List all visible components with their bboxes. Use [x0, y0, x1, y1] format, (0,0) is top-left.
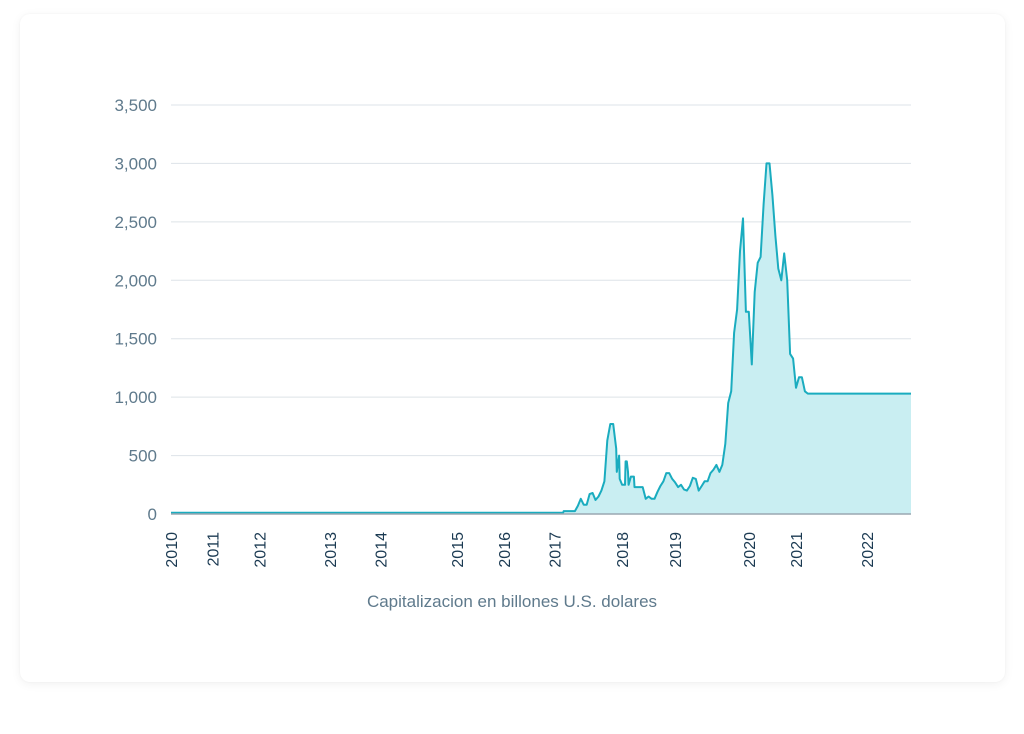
x-tick-label: 2017: [547, 532, 564, 568]
x-axis-title: Capitalizacion en billones U.S. dolares: [366, 592, 658, 611]
chart-card: [20, 14, 1005, 682]
y-tick-label: 0: [148, 505, 157, 524]
x-tick-label: 2019: [668, 532, 685, 568]
x-tick-label: 2016: [497, 532, 514, 568]
x-tick-label: 2011: [205, 532, 222, 567]
x-tick-label: 2012: [252, 532, 269, 568]
y-tick-label: 3,000: [114, 154, 157, 173]
y-tick-label: 1,000: [114, 388, 157, 407]
x-axis-ticks: 2010 2011 2012 2013 2014 2015 2016 2017 2018 2019…: [164, 532, 877, 568]
x-tick-label: 2013: [323, 532, 340, 568]
series-fill: [171, 163, 911, 514]
y-axis-ticks: 0 500 1,000 1,500 2,000 2,500 3,000 3,500: [114, 96, 157, 524]
y-tick-label: 1,500: [114, 330, 157, 349]
grid-lines: [171, 104, 911, 457]
y-tick-label: 2,000: [114, 271, 157, 290]
x-tick-label: 2020: [742, 532, 759, 568]
y-tick-label: 3,500: [114, 96, 157, 115]
series-line: [171, 162, 911, 514]
series-area: [171, 162, 911, 515]
x-tick-label: 2010: [164, 532, 181, 568]
x-tick-label: 2015: [450, 532, 467, 568]
x-tick-label: 2014: [373, 532, 390, 568]
y-tick-label: 500: [129, 447, 157, 466]
x-tick-label: 2018: [615, 532, 632, 568]
y-tick-label: 2,500: [114, 213, 157, 232]
x-tick-label: 2021: [789, 532, 806, 568]
x-tick-label: 2022: [860, 532, 877, 568]
